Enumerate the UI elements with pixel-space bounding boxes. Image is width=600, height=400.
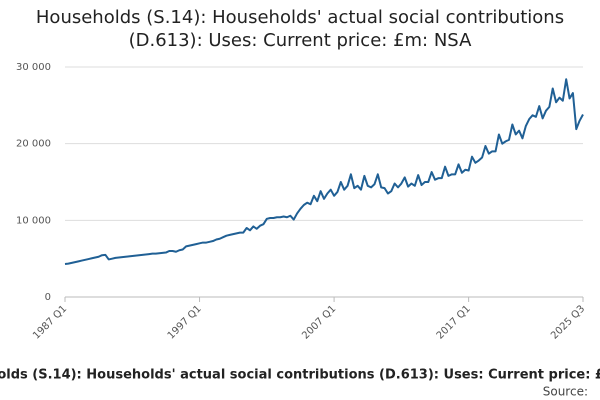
x-tick-label: 1987 Q1 [31,303,69,341]
x-tick-label: 2007 Q1 [300,303,338,341]
x-tick-label: 2025 Q3 [549,303,587,341]
chart-title: Households (S.14): Households' actual so… [35,7,565,51]
y-tick-label: 30 000 [16,62,51,73]
source: Source: [543,385,588,399]
x-tick-label: 2017 Q1 [435,303,473,341]
y-tick-label: 10 000 [16,215,51,226]
y-tick-label: 0 [45,292,51,303]
y-tick-label: 20 000 [16,139,51,150]
legend-entry: Households (S.14): Households' actual so… [0,368,600,383]
x-tick-label: 1997 Q1 [166,303,204,341]
line [64,78,584,266]
